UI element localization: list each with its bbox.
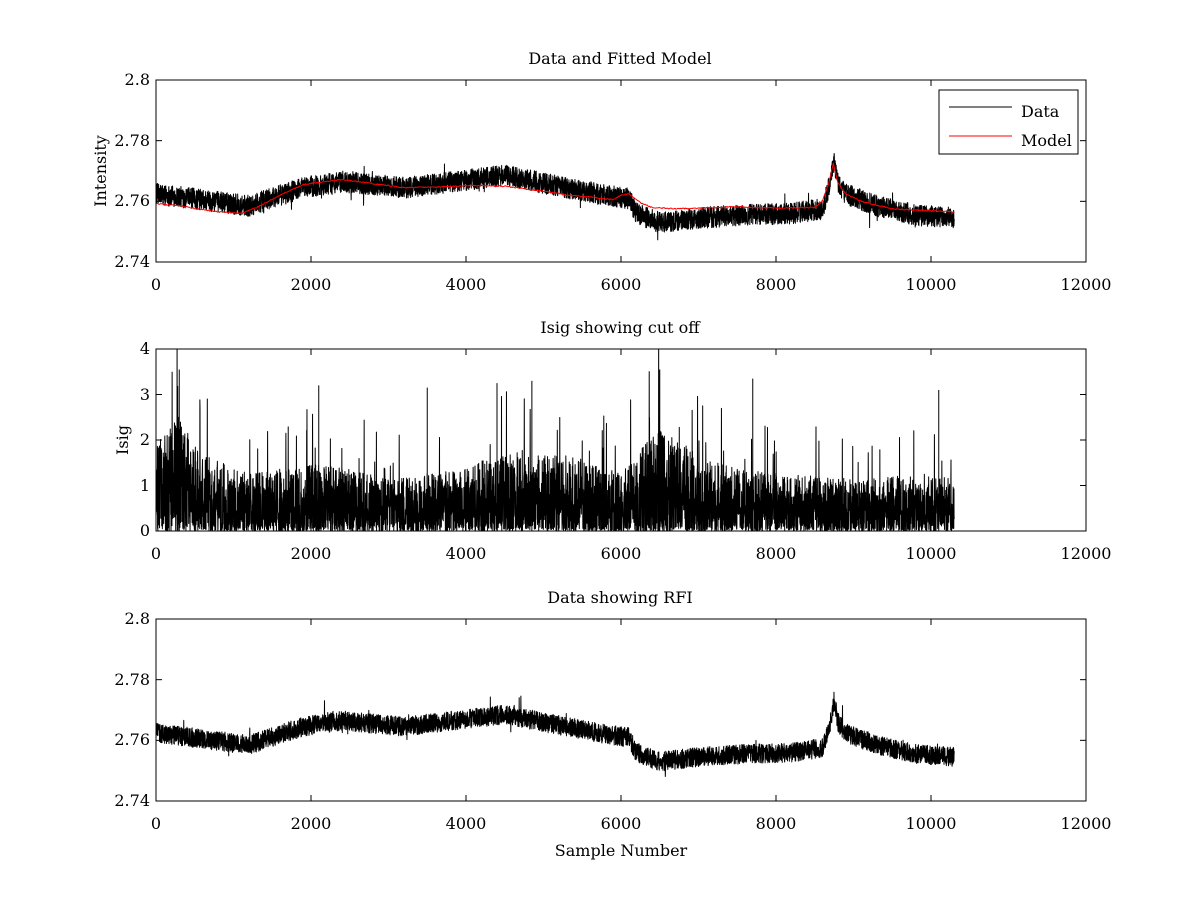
plot-area (156, 691, 955, 778)
series-group (156, 349, 955, 531)
x-tick-label: 4000 (446, 544, 487, 563)
x-tick-label: 6000 (601, 275, 642, 294)
y-tick-label: 2.74 (114, 791, 150, 810)
legend: Data Model (938, 89, 1079, 155)
x-tick-label: 8000 (756, 814, 797, 833)
panel-data-showing-rfi: Data showing RFI 0 2000 4000 6000 8000 1… (114, 588, 1111, 860)
x-tick-label: 12000 (1061, 544, 1112, 563)
panel-isig-showing-cut-off: Isig showing cut off 0 2000 4000 6000 80… (113, 318, 1111, 563)
y-tick-label: 4 (140, 339, 150, 358)
y-tick-label: 2.8 (125, 609, 150, 628)
x-tick-label: 4000 (446, 275, 487, 294)
x-axis-label: Sample Number (555, 841, 688, 860)
tick-marks (155, 618, 1087, 802)
series-data-line (156, 691, 955, 778)
x-tick-label: 4000 (446, 814, 487, 833)
x-tick-label: 10000 (906, 544, 957, 563)
y-tick-label: 2.8 (125, 70, 150, 89)
panel-data-and-fitted-model: Data and Fitted Model 0 2000 4000 6000 8… (91, 49, 1111, 294)
series-group (156, 152, 955, 241)
x-tick-label: 0 (151, 814, 161, 833)
x-tick-label: 8000 (756, 544, 797, 563)
legend-entry-data: Data (1021, 102, 1060, 121)
y-axis-label: Intensity (91, 135, 110, 207)
y-tick-label: 2 (140, 430, 150, 449)
chart-title: Data and Fitted Model (528, 49, 711, 68)
y-tick-label: 0 (140, 521, 150, 540)
y-tick-label: 2.76 (114, 730, 150, 749)
x-tick-label: 8000 (756, 275, 797, 294)
y-axis-label: Isig (113, 425, 132, 455)
x-tick-label: 2000 (291, 544, 332, 563)
y-tick-label: 3 (140, 385, 150, 404)
x-tick-label: 0 (151, 275, 161, 294)
x-tick-label: 2000 (291, 275, 332, 294)
y-tick-label: 2.76 (114, 191, 150, 210)
tick-marks (155, 348, 1087, 532)
y-tick-label: 2.74 (114, 252, 150, 271)
x-tick-label: 0 (151, 544, 161, 563)
series-model-line (156, 162, 955, 215)
tick-marks (155, 79, 1087, 263)
series-data-line (156, 152, 955, 241)
plot-area (156, 152, 955, 241)
legend-entry-model: Model (1021, 131, 1072, 150)
x-tick-label: 6000 (601, 544, 642, 563)
x-tick-label: 6000 (601, 814, 642, 833)
x-tick-label: 2000 (291, 814, 332, 833)
x-tick-label: 12000 (1061, 275, 1112, 294)
y-tick-label: 1 (140, 476, 150, 495)
y-tick-label: 2.78 (114, 131, 150, 150)
x-tick-label: 10000 (906, 814, 957, 833)
plot-area (156, 349, 955, 531)
legend-box (938, 89, 1079, 155)
chart-title: Isig showing cut off (540, 318, 701, 337)
x-tick-label: 12000 (1061, 814, 1112, 833)
x-tick-label: 10000 (906, 275, 957, 294)
chart-title: Data showing RFI (547, 588, 692, 607)
series-isig-line (156, 349, 955, 531)
series-group (156, 691, 955, 778)
y-tick-label: 2.78 (114, 670, 150, 689)
